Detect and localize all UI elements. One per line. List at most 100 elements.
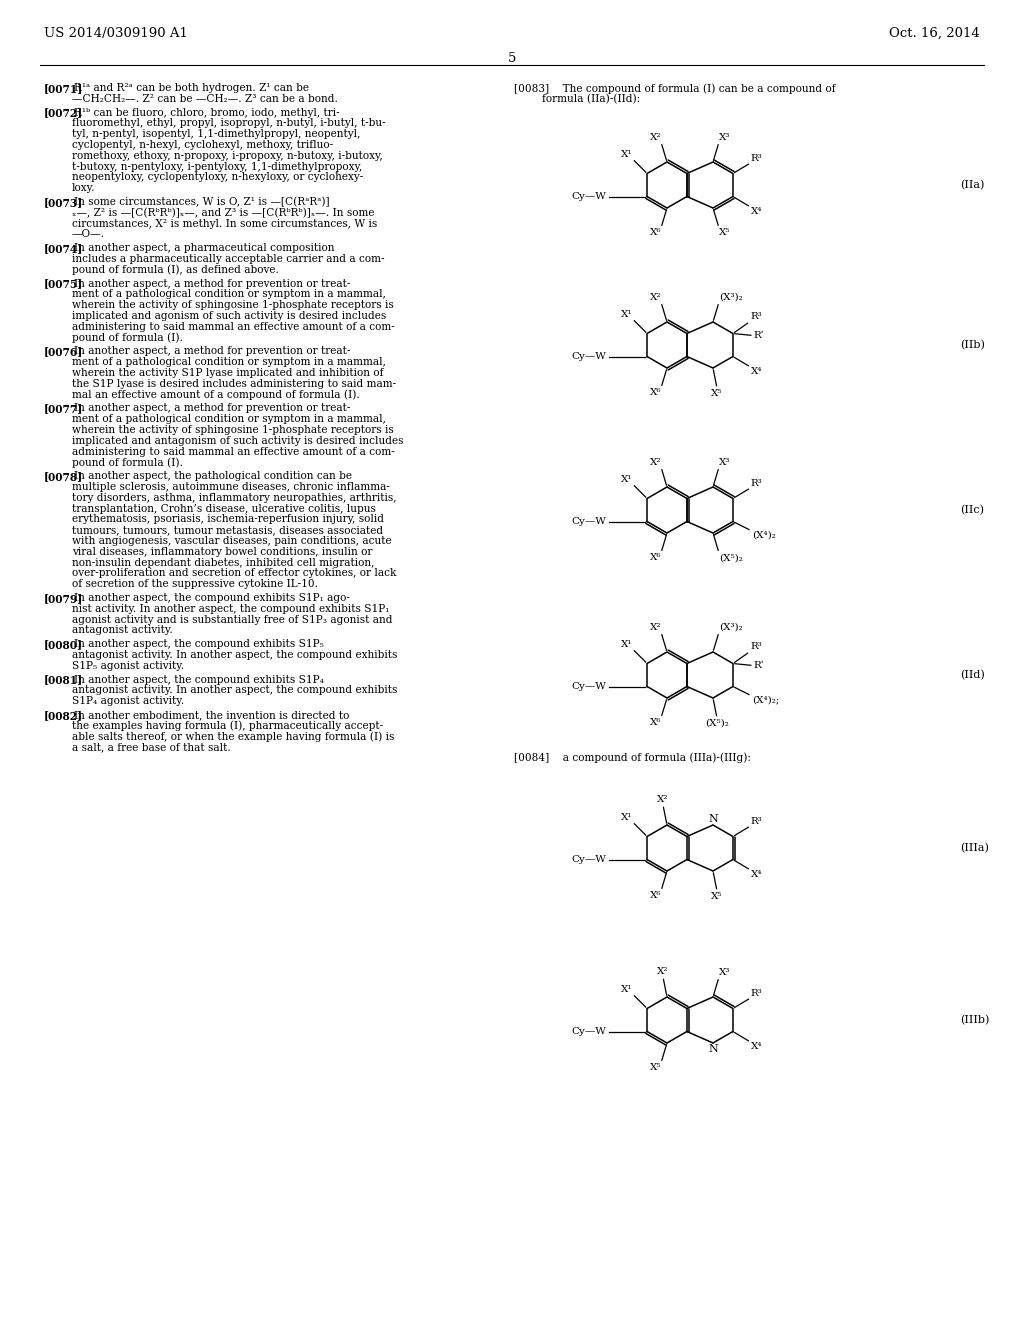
Text: t-butoxy, n-pentyloxy, i-pentyloxy, 1,1-dimethylpropoxy,: t-butoxy, n-pentyloxy, i-pentyloxy, 1,1-… — [72, 161, 362, 172]
Text: In another aspect, a method for prevention or treat-: In another aspect, a method for preventi… — [74, 279, 350, 289]
Text: X²: X² — [649, 133, 660, 141]
Text: erythematosis, psoriasis, ischemia-reperfusion injury, solid: erythematosis, psoriasis, ischemia-reper… — [72, 515, 384, 524]
Text: wherein the activity of sphingosine 1-phosphate receptors is: wherein the activity of sphingosine 1-ph… — [72, 300, 394, 310]
Text: of secretion of the suppressive cytokine IL-10.: of secretion of the suppressive cytokine… — [72, 579, 318, 589]
Text: tyl, n-pentyl, isopentyl, 1,1-dimethylpropyl, neopentyl,: tyl, n-pentyl, isopentyl, 1,1-dimethylpr… — [72, 129, 360, 139]
Text: Oct. 16, 2014: Oct. 16, 2014 — [889, 26, 980, 40]
Text: (X³)₂: (X³)₂ — [719, 623, 742, 632]
Text: In another aspect, a method for prevention or treat-: In another aspect, a method for preventi… — [74, 346, 350, 356]
Text: Cy—W: Cy—W — [571, 352, 606, 360]
Text: S1P₅ agonist activity.: S1P₅ agonist activity. — [72, 661, 184, 671]
Text: In another aspect, the compound exhibits S1P₄: In another aspect, the compound exhibits… — [74, 675, 324, 685]
Text: [0080]: [0080] — [44, 639, 83, 651]
Text: tory disorders, asthma, inflammatory neuropathies, arthritis,: tory disorders, asthma, inflammatory neu… — [72, 492, 396, 503]
Text: X⁶: X⁶ — [649, 891, 660, 900]
Text: —O—.: —O—. — [72, 230, 105, 239]
Text: non-insulin dependant diabetes, inhibited cell migration,: non-insulin dependant diabetes, inhibite… — [72, 557, 375, 568]
Text: Rʹ: Rʹ — [754, 331, 765, 341]
Text: X¹: X¹ — [621, 149, 632, 158]
Text: Cy—W: Cy—W — [571, 855, 606, 865]
Text: over-proliferation and secretion of effector cytokines, or lack: over-proliferation and secretion of effe… — [72, 569, 396, 578]
Text: with angiogenesis, vascular diseases, pain conditions, acute: with angiogenesis, vascular diseases, pa… — [72, 536, 391, 546]
Text: viral diseases, inflammatory bowel conditions, insulin or: viral diseases, inflammatory bowel condi… — [72, 546, 373, 557]
Text: (IIIb): (IIIb) — [961, 1015, 989, 1026]
Text: wherein the activity of sphingosine 1-phosphate receptors is: wherein the activity of sphingosine 1-ph… — [72, 425, 394, 436]
Text: R¹ᵇ can be fluoro, chloro, bromo, iodo, methyl, tri-: R¹ᵇ can be fluoro, chloro, bromo, iodo, … — [74, 108, 340, 117]
Text: In another aspect, a method for prevention or treat-: In another aspect, a method for preventi… — [74, 404, 350, 413]
Text: implicated and agonism of such activity is desired includes: implicated and agonism of such activity … — [72, 312, 386, 321]
Text: X³: X³ — [719, 133, 730, 141]
Text: X²: X² — [649, 458, 660, 467]
Text: fluoromethyl, ethyl, propyl, isopropyl, n-butyl, i-butyl, t-bu-: fluoromethyl, ethyl, propyl, isopropyl, … — [72, 119, 386, 128]
Text: antagonist activity. In another aspect, the compound exhibits: antagonist activity. In another aspect, … — [72, 649, 397, 660]
Text: (X⁵)₂: (X⁵)₂ — [706, 718, 729, 727]
Text: In another aspect, the compound exhibits S1P₅: In another aspect, the compound exhibits… — [74, 639, 324, 649]
Text: R³: R³ — [751, 643, 762, 652]
Text: (X⁴)₂: (X⁴)₂ — [752, 531, 775, 540]
Text: [0077]: [0077] — [44, 404, 83, 414]
Text: able salts thereof, or when the example having formula (I) is: able salts thereof, or when the example … — [72, 731, 394, 742]
Text: X⁵: X⁵ — [719, 228, 730, 238]
Text: (IIc): (IIc) — [961, 504, 984, 515]
Text: includes a pharmaceutically acceptable carrier and a com-: includes a pharmaceutically acceptable c… — [72, 253, 384, 264]
Text: (IIa): (IIa) — [961, 180, 984, 190]
Text: (X⁵)₂: (X⁵)₂ — [719, 553, 742, 562]
Text: X¹: X¹ — [621, 475, 632, 483]
Text: [0075]: [0075] — [44, 279, 83, 289]
Text: (IIb): (IIb) — [961, 339, 985, 350]
Text: tumours, tumours, tumour metastasis, diseases associated: tumours, tumours, tumour metastasis, dis… — [72, 525, 383, 535]
Text: R³: R³ — [751, 479, 763, 487]
Text: nist activity. In another aspect, the compound exhibits S1P₁: nist activity. In another aspect, the co… — [72, 603, 389, 614]
Text: [0072]: [0072] — [44, 108, 83, 119]
Text: In another embodiment, the invention is directed to: In another embodiment, the invention is … — [74, 710, 349, 719]
Text: [0082]: [0082] — [44, 710, 83, 721]
Text: [0076]: [0076] — [44, 346, 83, 358]
Text: (X³)₂: (X³)₂ — [719, 293, 742, 302]
Text: transplantation, Crohn’s disease, ulcerative colitis, lupus: transplantation, Crohn’s disease, ulcera… — [72, 504, 376, 513]
Text: the examples having formula (I), pharmaceutically accept-: the examples having formula (I), pharmac… — [72, 721, 383, 731]
Text: ₓ—, Z² is —[C(RᵇRᵇ)]ₓ—, and Z³ is —[C(RᵇRᵇ)]ₓ—. In some: ₓ—, Z² is —[C(RᵇRᵇ)]ₓ—, and Z³ is —[C(Rᵇ… — [72, 207, 375, 218]
Text: antagonist activity. In another aspect, the compound exhibits: antagonist activity. In another aspect, … — [72, 685, 397, 696]
Text: N: N — [709, 814, 718, 824]
Text: X¹: X¹ — [621, 985, 632, 994]
Text: [0074]: [0074] — [44, 243, 83, 255]
Text: X¹: X¹ — [621, 640, 632, 648]
Text: ment of a pathological condition or symptom in a mammal,: ment of a pathological condition or symp… — [72, 289, 386, 300]
Text: romethoxy, ethoxy, n-propoxy, i-propoxy, n-butoxy, i-butoxy,: romethoxy, ethoxy, n-propoxy, i-propoxy,… — [72, 150, 383, 161]
Text: antagonist activity.: antagonist activity. — [72, 626, 173, 635]
Text: X⁴: X⁴ — [751, 1043, 763, 1051]
Text: Cy—W: Cy—W — [571, 517, 606, 525]
Text: US 2014/0309190 A1: US 2014/0309190 A1 — [44, 26, 187, 40]
Text: circumstances, X² is methyl. In some circumstances, W is: circumstances, X² is methyl. In some cir… — [72, 219, 377, 228]
Text: Cy—W: Cy—W — [571, 682, 606, 690]
Text: X⁶: X⁶ — [649, 228, 660, 238]
Text: In some circumstances, W is O, Z¹ is —[C(RᵃRᵃ)]: In some circumstances, W is O, Z¹ is —[C… — [74, 197, 330, 207]
Text: multiple sclerosis, autoimmune diseases, chronic inflamma-: multiple sclerosis, autoimmune diseases,… — [72, 482, 390, 492]
Text: X⁴: X⁴ — [751, 367, 763, 376]
Text: Cy—W: Cy—W — [571, 1027, 606, 1036]
Text: ment of a pathological condition or symptom in a mammal,: ment of a pathological condition or symp… — [72, 358, 386, 367]
Text: agonist activity and is substantially free of S1P₃ agonist and: agonist activity and is substantially fr… — [72, 615, 392, 624]
Text: [0078]: [0078] — [44, 471, 83, 482]
Text: (X⁴)₂;: (X⁴)₂; — [752, 696, 779, 705]
Text: pound of formula (I), as defined above.: pound of formula (I), as defined above. — [72, 265, 279, 276]
Text: X¹: X¹ — [621, 310, 632, 318]
Text: pound of formula (I).: pound of formula (I). — [72, 333, 183, 343]
Text: X⁴: X⁴ — [751, 870, 763, 879]
Text: [0084]    a compound of formula (IIIa)-(IIIg):: [0084] a compound of formula (IIIa)-(III… — [514, 752, 751, 763]
Text: [0083]    The compound of formula (I) can be a compound of: [0083] The compound of formula (I) can b… — [514, 83, 836, 94]
Text: Cy—W: Cy—W — [571, 191, 606, 201]
Text: X⁶: X⁶ — [649, 553, 660, 562]
Text: pound of formula (I).: pound of formula (I). — [72, 458, 183, 469]
Text: implicated and antagonism of such activity is desired includes: implicated and antagonism of such activi… — [72, 436, 403, 446]
Text: [0071]: [0071] — [44, 83, 83, 94]
Text: X²: X² — [649, 293, 660, 302]
Text: —CH₂CH₂—. Z² can be —CH₂—. Z³ can be a bond.: —CH₂CH₂—. Z² can be —CH₂—. Z³ can be a b… — [72, 94, 338, 104]
Text: X²: X² — [657, 968, 669, 977]
Text: (IId): (IId) — [961, 669, 985, 680]
Text: (IIIa): (IIIa) — [961, 843, 989, 853]
Text: wherein the activity S1P lyase implicated and inhibition of: wherein the activity S1P lyase implicate… — [72, 368, 384, 378]
Text: In another aspect, the pathological condition can be: In another aspect, the pathological cond… — [74, 471, 352, 482]
Text: R³: R³ — [751, 313, 762, 322]
Text: R¹ᵃ and R²ᵃ can be both hydrogen. Z¹ can be: R¹ᵃ and R²ᵃ can be both hydrogen. Z¹ can… — [74, 83, 309, 92]
